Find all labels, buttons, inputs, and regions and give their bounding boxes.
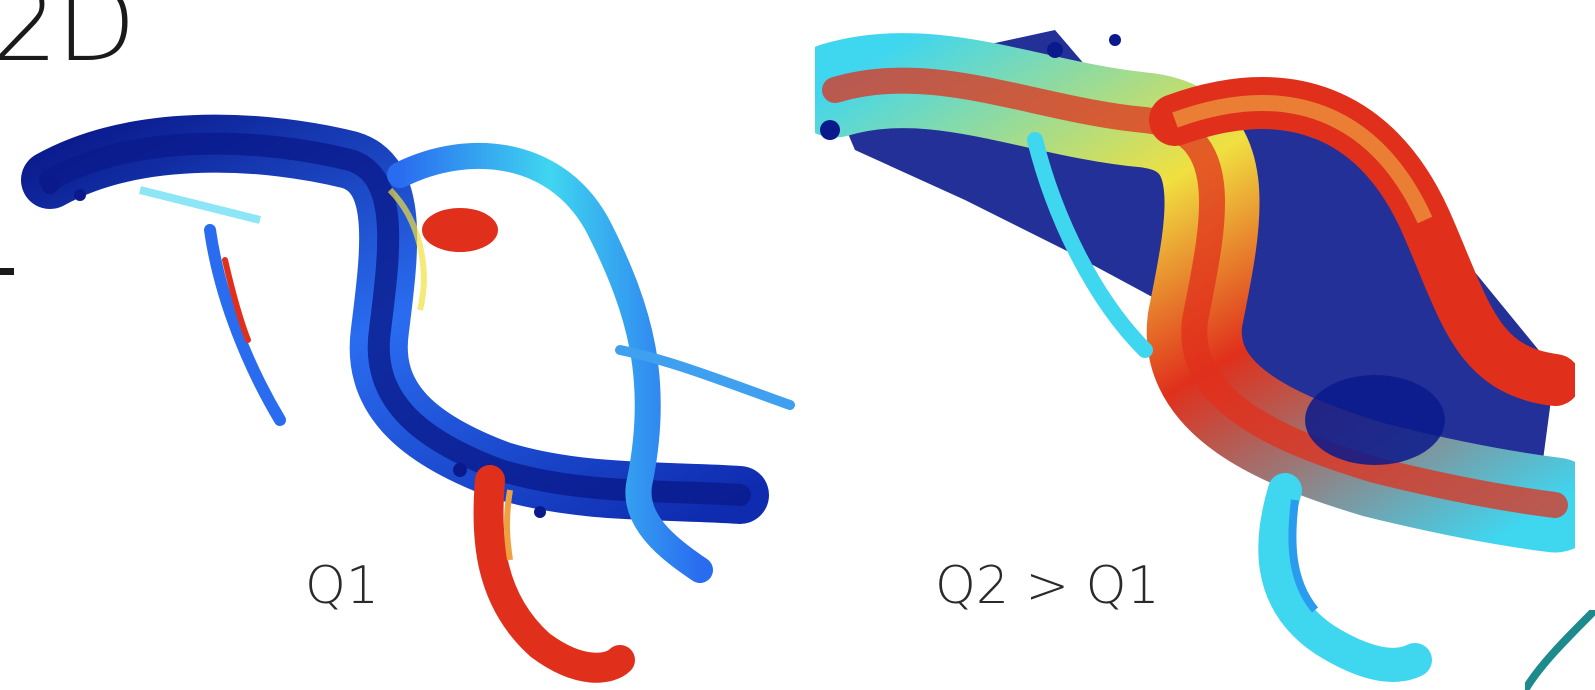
- high-velocity-pocket-q1: [422, 208, 498, 252]
- right-branch-q1: [387, 142, 713, 583]
- river-velocity-map-q2: Q2 > Q1: [815, 20, 1575, 690]
- river-map-q1-graphic: [21, 114, 795, 683]
- river-map-q2-graphic: [815, 30, 1575, 682]
- tributary-q1: [473, 465, 635, 683]
- corner-accent-arc: [1525, 610, 1595, 690]
- caption-q2: Q2 > Q1: [935, 556, 1160, 616]
- slide-title: 2D: [0, 0, 136, 85]
- caption-q1: Q1: [305, 556, 380, 616]
- title-underline-fragment: [0, 268, 14, 275]
- tributary-q2: [1258, 473, 1432, 682]
- river-velocity-map-q1: Q1: [20, 100, 810, 690]
